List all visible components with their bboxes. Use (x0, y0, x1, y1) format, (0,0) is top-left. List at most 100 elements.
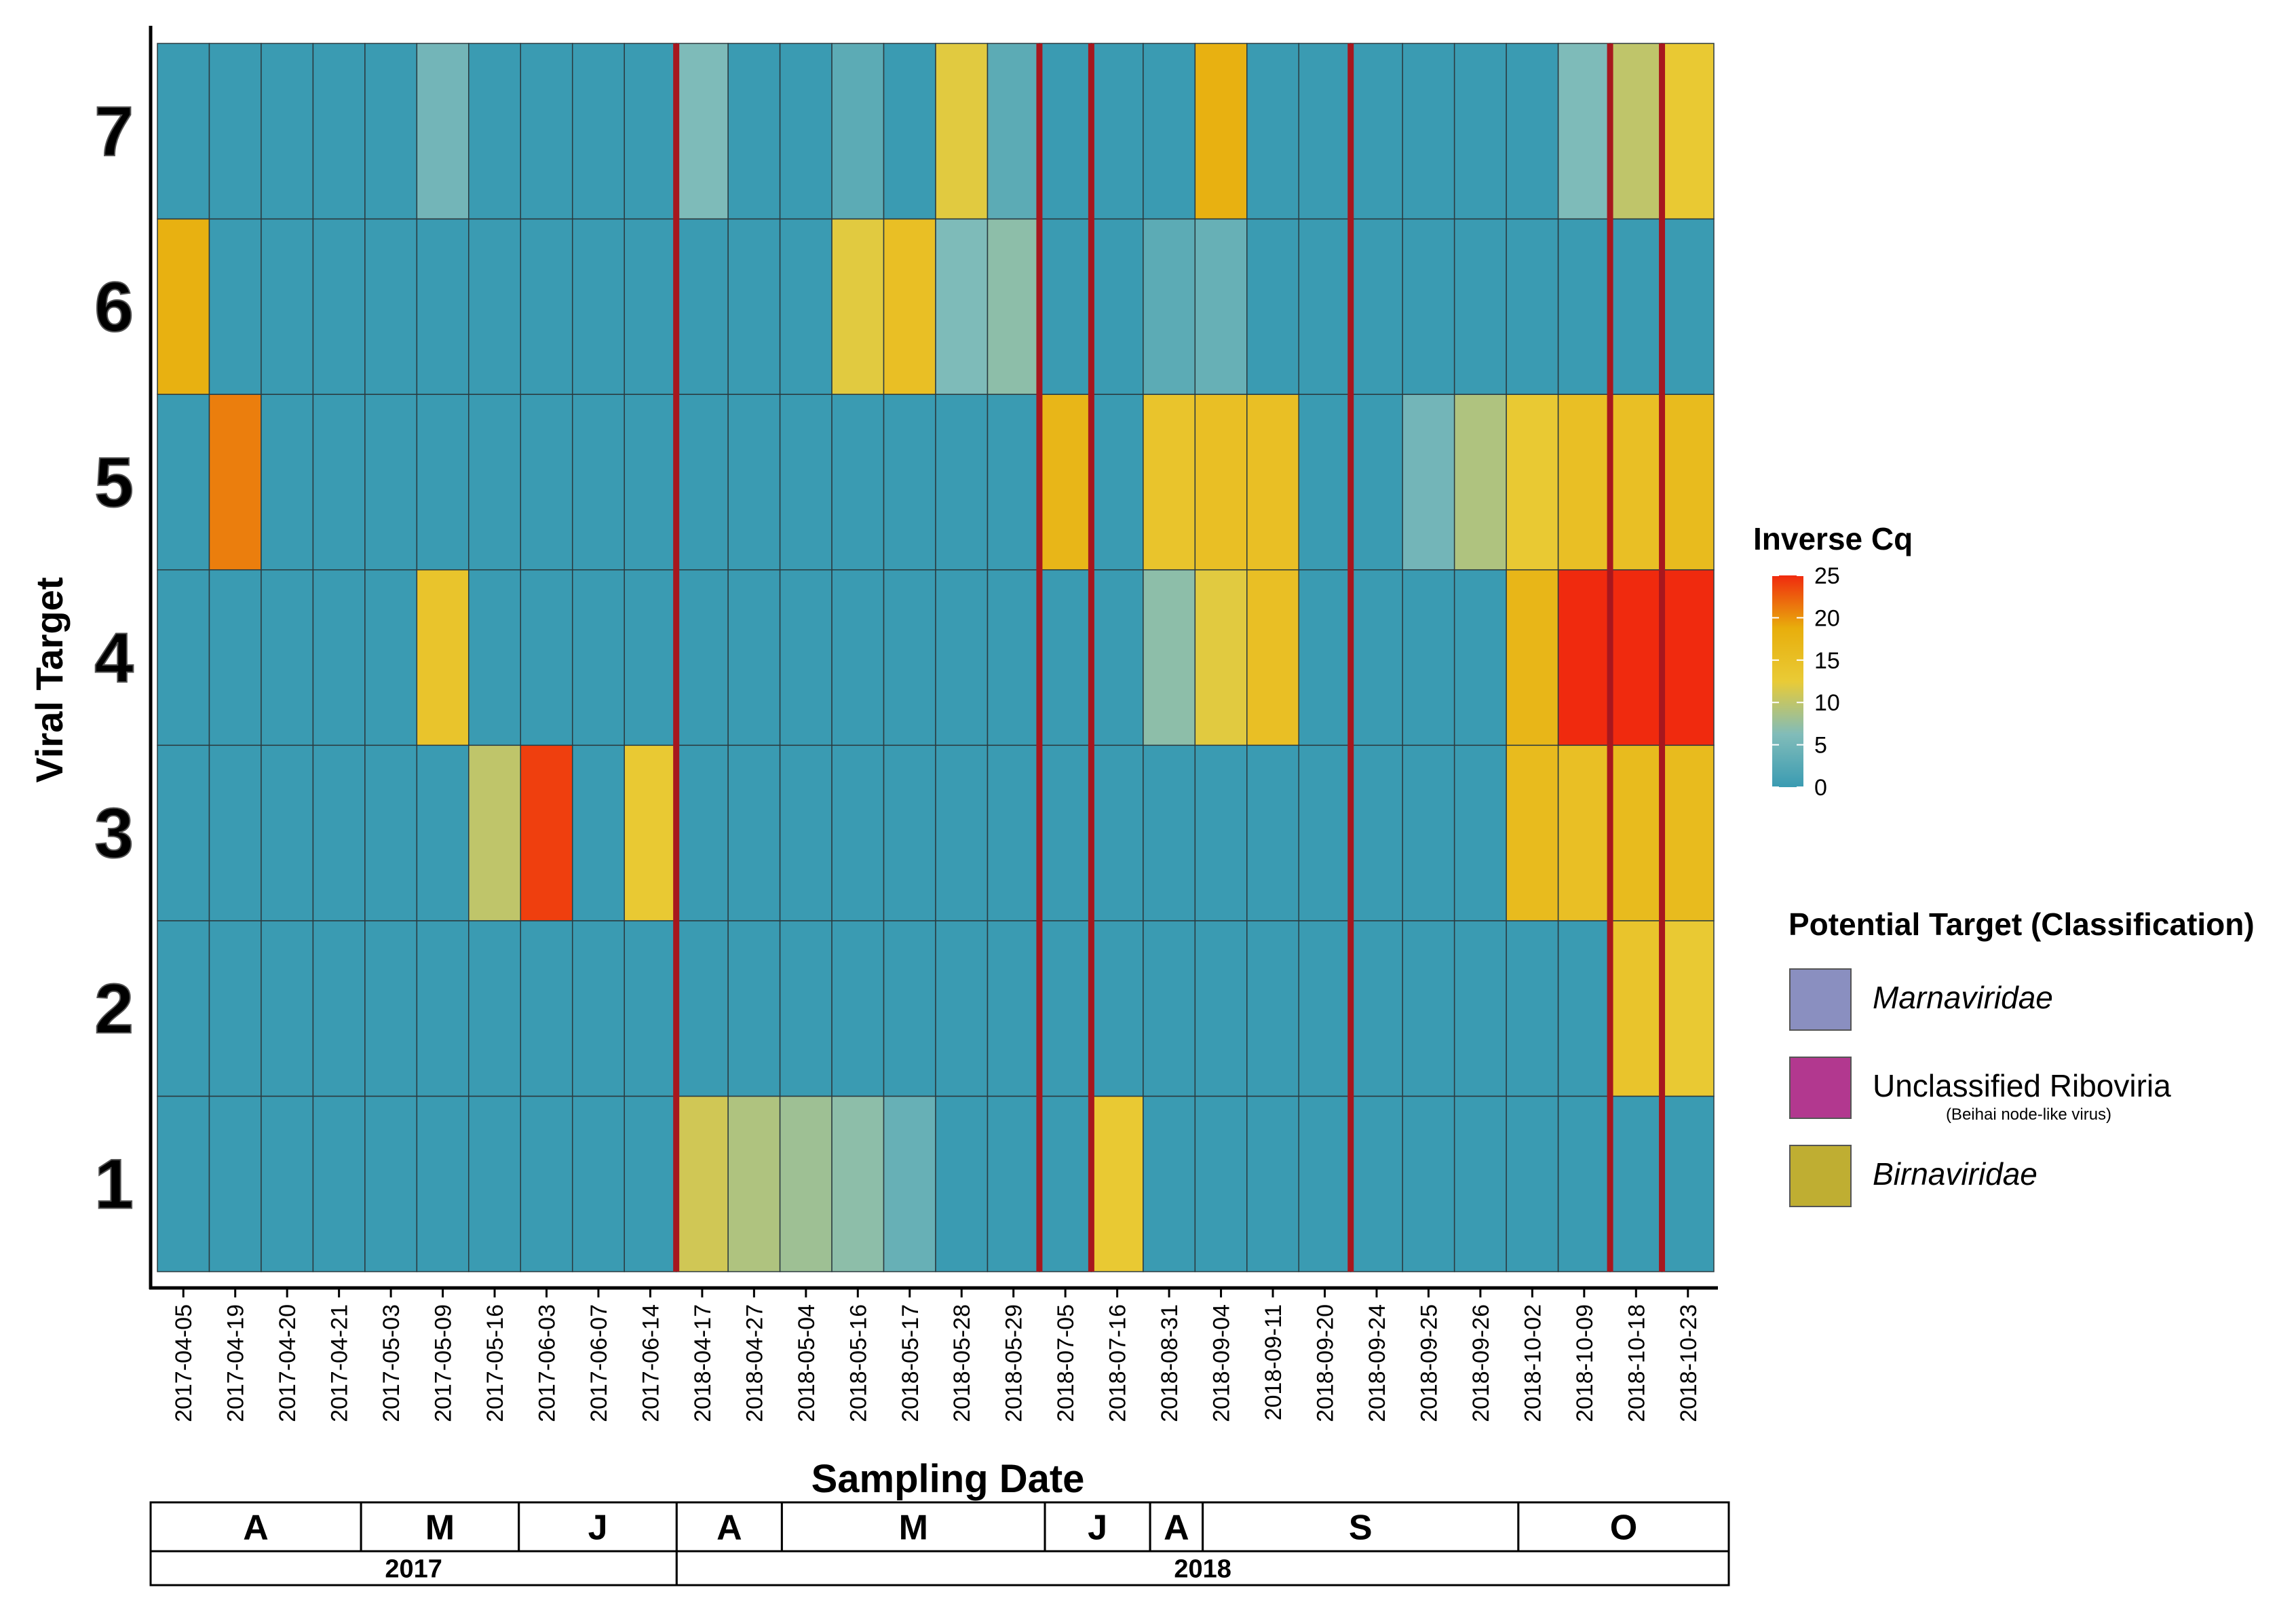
classification-legend-title: Potential Target (Classification) (1788, 907, 2255, 942)
y-tick-label: 7 (94, 92, 134, 171)
heatmap-cell (831, 394, 885, 571)
heatmap-cell (883, 218, 936, 395)
heatmap-cell (1557, 744, 1611, 922)
heatmap-cell (1506, 920, 1559, 1097)
heatmap-cell (520, 920, 573, 1097)
heatmap-cell (987, 744, 1040, 922)
heatmap-cell (727, 569, 781, 746)
y-tick-label: 5 (94, 443, 134, 522)
heatmap-cell (675, 569, 729, 746)
heatmap-cell (1246, 569, 1300, 746)
heatmap-cell (831, 218, 885, 395)
heatmap-cell (1298, 1095, 1352, 1272)
heatmap-cell (1039, 569, 1092, 746)
x-axis-title: Sampling Date (811, 1457, 1085, 1501)
heatmap-cell (624, 920, 677, 1097)
heatmap-cell (312, 1095, 366, 1272)
heatmap-cell (1246, 218, 1300, 395)
colorbar-legend: Inverse Cq 0 5 10 15 20 25 (1753, 521, 1913, 801)
heatmap-cell (261, 1095, 314, 1272)
heatmap-cell (883, 394, 936, 571)
x-tick-label: 2017-05-16 (482, 1304, 508, 1422)
heatmap-cell (675, 920, 729, 1097)
heatmap-cell (1661, 744, 1715, 922)
heatmap-cell (1246, 744, 1300, 922)
x-tick-label: 2018-09-20 (1313, 1304, 1339, 1422)
heatmap-cell (1039, 43, 1092, 220)
heatmap-cell (520, 569, 573, 746)
month-label: J (588, 1508, 608, 1548)
heatmap-cell (1246, 920, 1300, 1097)
x-tick-label: 2018-04-27 (742, 1304, 767, 1422)
heatmap-cell (468, 394, 522, 571)
heatmap-cell (1609, 43, 1663, 220)
heatmap-cell (1039, 394, 1092, 571)
month-label: A (243, 1508, 269, 1548)
heatmap-cell (520, 218, 573, 395)
month-label: A (1164, 1508, 1189, 1548)
heatmap-cell (261, 43, 314, 220)
heatmap-cell (883, 43, 936, 220)
heatmap-cell (675, 218, 729, 395)
heatmap-cell (935, 744, 989, 922)
colorbar-tick-label: 5 (1814, 733, 1827, 759)
heatmap-cell (1506, 569, 1559, 746)
heatmap-cell (1090, 744, 1144, 922)
heatmap-cell (416, 569, 470, 746)
heatmap-cell (831, 43, 885, 220)
heatmap-cell (364, 43, 418, 220)
x-tick-label: 2017-04-05 (171, 1304, 197, 1422)
heatmap-cell (157, 569, 210, 746)
heatmap-cell (261, 744, 314, 922)
heatmap-cell (1246, 43, 1300, 220)
colorbar-tick-label: 10 (1814, 690, 1840, 716)
heatmap-cell (468, 569, 522, 746)
heatmap-cell (208, 744, 262, 922)
heatmap-cell (987, 569, 1040, 746)
heatmap-cell (157, 1095, 210, 1272)
heatmap-cell (727, 744, 781, 922)
heatmap-cell (312, 218, 366, 395)
heatmap-cell (1453, 1095, 1507, 1272)
heatmap-cell (312, 43, 366, 220)
heatmap-cell (520, 744, 573, 922)
x-tick-label: 2017-05-09 (431, 1304, 457, 1422)
colorbar-ticks: 0 5 10 15 20 25 (1772, 563, 1840, 801)
month-box (518, 1501, 678, 1553)
x-tick-label: 2018-10-02 (1520, 1304, 1546, 1422)
year-box (675, 1550, 1730, 1586)
heatmap-cell (1143, 744, 1196, 922)
heatmap-cell (831, 569, 885, 746)
month-box (149, 1501, 362, 1553)
heatmap-cell (1506, 744, 1559, 922)
colorbar-tick-label: 0 (1814, 775, 1827, 801)
heatmap-cell (1350, 744, 1403, 922)
colorbar-title: Inverse Cq (1753, 521, 1913, 556)
legend-label: Birnaviridae (1873, 1156, 2037, 1192)
year-label: 2018 (1174, 1555, 1231, 1584)
x-tick-label: 2018-05-28 (949, 1304, 975, 1422)
heatmap-cell (571, 744, 625, 922)
heatmap-cell (675, 744, 729, 922)
x-tick-label: 2018-10-23 (1676, 1304, 1702, 1422)
heatmap-cell (1557, 218, 1611, 395)
heatmap-cell (1402, 43, 1455, 220)
y-axis-title: Viral Target (28, 577, 71, 783)
heatmap-cell (208, 569, 262, 746)
heatmap-cell (624, 394, 677, 571)
heatmap-cell (1402, 920, 1455, 1097)
heatmap-cell (261, 394, 314, 571)
heatmap-cell (831, 1095, 885, 1272)
heatmap-cell (1090, 43, 1144, 220)
heatmap-cell (416, 744, 470, 922)
heatmap-cell (468, 218, 522, 395)
heatmap-cell (883, 1095, 936, 1272)
heatmap-cell (261, 569, 314, 746)
heatmap-cell (1453, 920, 1507, 1097)
heatmap-cell (1609, 920, 1663, 1097)
heatmap-cell (1661, 43, 1715, 220)
heatmap-cell (1661, 1095, 1715, 1272)
month-label: M (425, 1508, 455, 1548)
heatmap-cell (1090, 1095, 1144, 1272)
